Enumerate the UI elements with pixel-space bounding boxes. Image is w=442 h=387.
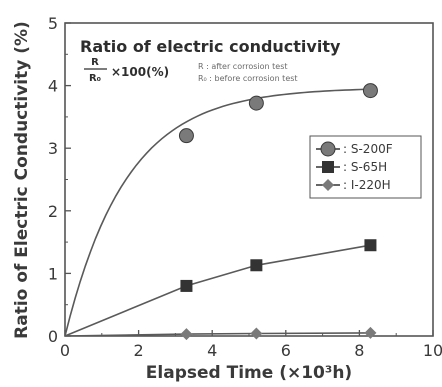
legend-marker [322, 179, 334, 191]
data-point-2 [364, 239, 377, 252]
y-tick-label: 4 [48, 77, 58, 96]
x-tick-label: 8 [354, 341, 364, 360]
annotation-multiplier: ×100(%) [111, 65, 169, 79]
data-point-1 [178, 128, 194, 144]
legend-marker [322, 161, 334, 173]
y-tick-labels: 0 1 2 3 4 5 [48, 14, 58, 346]
annotation-numerator: R [91, 57, 99, 68]
annotation-title: Ratio of electric conductivity [80, 37, 341, 56]
y-tick-label: 3 [48, 139, 58, 158]
data-point-1 [248, 95, 264, 111]
y-tick-label: 2 [48, 202, 58, 221]
legend-label: : S-200F [343, 142, 393, 156]
data-point-1 [362, 83, 378, 99]
legend-label: : S-65H [343, 160, 387, 174]
series-line-2 [65, 244, 371, 336]
x-tick-label: 4 [207, 341, 217, 360]
marker-layer [178, 83, 378, 341]
y-tick-label: 5 [48, 14, 58, 33]
annotation-note-r0: R₀ : before corrosion test [198, 74, 298, 83]
legend: : S-200F : S-65H : I-220H [309, 135, 422, 199]
data-point-3 [364, 326, 377, 339]
x-tick-label: 10 [423, 341, 442, 360]
x-axis-title: Elapsed Time (×10³h) [146, 363, 352, 383]
legend-marker [320, 141, 336, 157]
x-tick-labels: 0 2 4 6 8 10 [60, 341, 442, 360]
formula-annotation: Ratio of electric conductivity R R₀ ×100… [80, 37, 341, 84]
y-axis-title: Ratio of Electric Conductivity (%) [12, 21, 32, 339]
data-point-3 [180, 328, 193, 341]
series-layer [65, 88, 371, 336]
data-point-3 [250, 327, 263, 340]
legend-label: : I-220H [343, 178, 391, 192]
series-line-3 [65, 332, 371, 336]
data-point-2 [250, 259, 263, 272]
x-tick-label: 2 [134, 341, 144, 360]
x-tick-label: 0 [60, 341, 70, 360]
data-point-2 [180, 279, 193, 292]
series-line-1 [65, 88, 371, 336]
x-tick-label: 6 [281, 341, 291, 360]
annotation-note-r: R : after corrosion test [198, 62, 288, 71]
annotation-denominator: R₀ [89, 73, 101, 84]
y-tick-label: 0 [48, 327, 58, 346]
y-tick-label: 1 [48, 264, 58, 283]
